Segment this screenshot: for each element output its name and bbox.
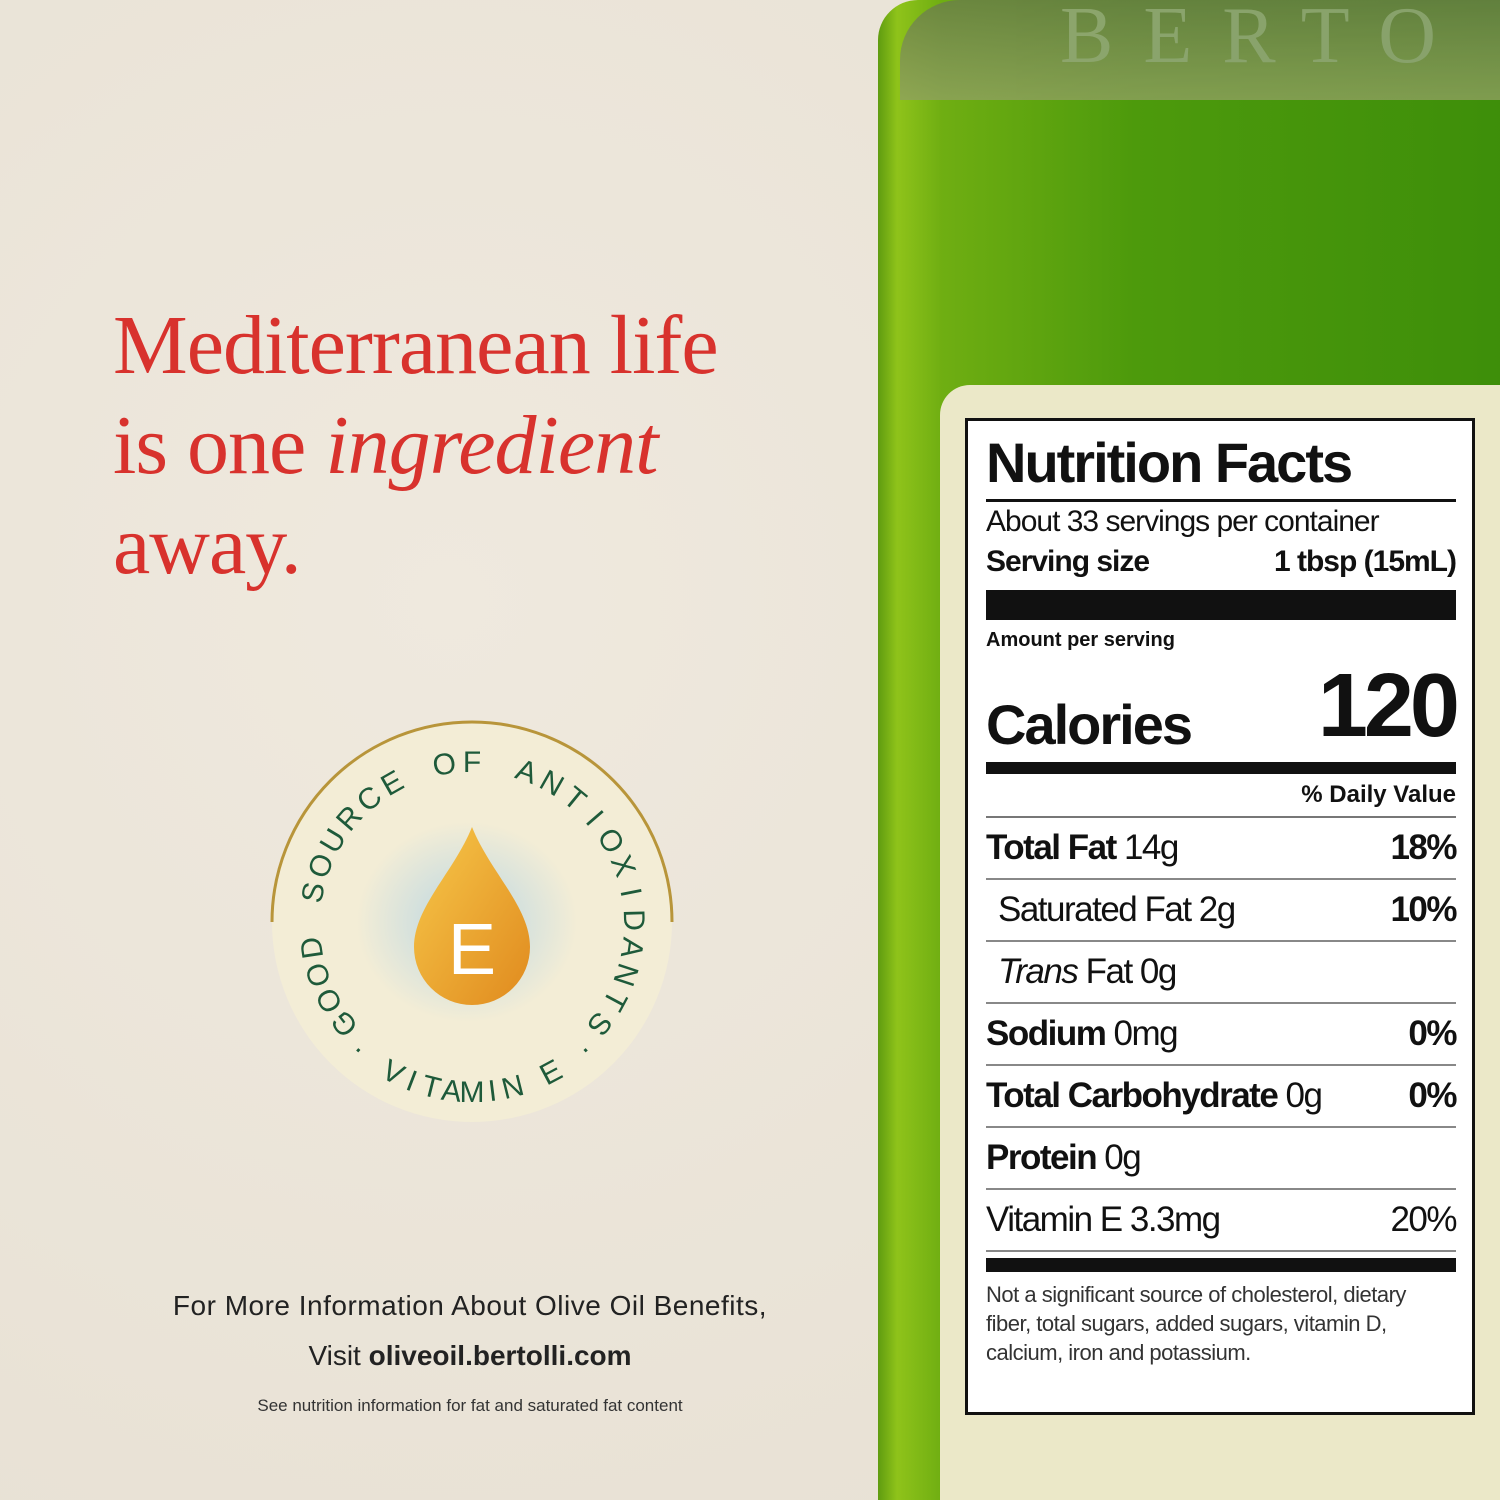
divider (986, 590, 1456, 620)
nutrient-row: Protein 0g (986, 1128, 1456, 1190)
serving-size-label: Serving size (986, 545, 1150, 578)
nutrient-row: Saturated Fat 2g 10% (986, 880, 1457, 942)
badge-letter: O (430, 747, 459, 783)
headline: Mediterranean life is one ingredient awa… (113, 296, 719, 596)
nutrient-amount: Fat 0g (1077, 952, 1178, 991)
nutrient-amount: Vitamin E 3.3mg (986, 1200, 1221, 1239)
divider (986, 499, 1456, 502)
drop-letter: E (448, 910, 496, 990)
nutrient-name: Sodium 0mg (986, 1012, 1179, 1056)
nutrition-title: Nutrition Facts (986, 431, 1353, 494)
disclaimer-line: See nutrition information for fat and sa… (100, 1394, 840, 1418)
nutrient-name: Total Fat 14g (986, 826, 1179, 870)
headline-text: is one (113, 399, 326, 492)
embossed-text: BERTO (1060, 0, 1466, 80)
serving-size: Serving size 1 tbsp (15mL) (986, 542, 1457, 582)
daily-value-percent: 20% (1390, 1200, 1457, 1239)
nutrition-facts-panel: Nutrition Facts About 33 servings per co… (965, 418, 1475, 1415)
nutrient-name: Total Carbohydrate 0g (986, 1074, 1323, 1118)
visit-line: Visit oliveoil.bertolli.com (100, 1338, 840, 1374)
nutrient-label: Sodium (986, 1014, 1107, 1053)
headline-text: away. (113, 499, 302, 592)
nutrient-label: Total Fat (986, 828, 1117, 867)
daily-value-percent: 0% (1408, 1076, 1457, 1115)
nutrient-name: Saturated Fat 2g (998, 888, 1236, 932)
calories-value: 120 (1317, 656, 1460, 756)
badge-letter: D (617, 909, 651, 931)
nutrient-name: Protein 0g (986, 1136, 1142, 1180)
badge-letter: I (486, 1074, 498, 1108)
divider (986, 762, 1456, 774)
daily-value-row: % Daily Value (986, 774, 1456, 818)
daily-value-percent: 0% (1408, 1014, 1457, 1053)
footnote: Not a significant source of cholesterol,… (986, 1282, 1406, 1365)
nutrient-amount: 0g (1096, 1138, 1141, 1177)
daily-value-percent: 18% (1390, 828, 1457, 867)
serving-size-value: 1 tbsp (15mL) (1273, 545, 1457, 578)
headline-line-3: away. (113, 496, 718, 596)
nutrient-row: Total Fat 14g 18% (986, 818, 1457, 880)
info-line: For More Information About Olive Oil Ben… (100, 1288, 840, 1324)
divider (986, 1258, 1456, 1272)
nutrient-amount: Saturated Fat 2g (998, 890, 1236, 929)
nutrient-name: Trans Fat 0g (998, 950, 1178, 994)
website-link[interactable]: oliveoil.bertolli.com (368, 1340, 632, 1371)
calories-row: Calories 120 (986, 654, 1460, 758)
servings-per-container: About 33 servings per container (986, 505, 1380, 538)
oil-drop-icon (414, 827, 530, 1005)
daily-value-percent: 10% (1390, 890, 1457, 929)
headline-line-2: is one ingredient (113, 396, 718, 496)
calories-label: Calories (986, 693, 1193, 756)
nutrient-row: Vitamin E 3.3mg 20% (986, 1190, 1457, 1252)
badge-letter: M (460, 1076, 485, 1109)
disclaimer: See nutrition information for fat and sa… (257, 1396, 683, 1415)
visit-label: Visit (308, 1340, 369, 1371)
badge-letter: A (440, 1074, 464, 1109)
badge-ring (270, 720, 674, 923)
badge-letter: D (294, 935, 330, 961)
nutrient-row: Sodium 0mg 0% (986, 1004, 1457, 1066)
headline-emphasis: ingredient (325, 399, 658, 492)
nutrient-label: Protein (986, 1138, 1098, 1177)
badge-letter: A (614, 935, 650, 960)
nutrient-list: Total Fat 14g 18% Saturated Fat 2g 10% Trans… (986, 818, 1457, 1252)
daily-value-header: % Daily Value (1301, 781, 1456, 808)
headline-line-1: Mediterranean life (113, 296, 719, 396)
nutrient-label: Total Carbohydrate (986, 1076, 1279, 1115)
bottle-shoulder: BERTO (900, 0, 1500, 100)
nutrient-amount: 0mg (1105, 1014, 1179, 1053)
nutrient-amount: 14g (1115, 828, 1179, 867)
amount-per-serving: Amount per serving (986, 629, 1175, 651)
nutrient-label-italic: Trans (998, 952, 1079, 991)
badge-letter: F (463, 746, 481, 779)
nutrient-row: Total Carbohydrate 0g 0% (986, 1066, 1457, 1128)
nutrient-row: Trans Fat 0g (986, 942, 1456, 1004)
nutrient-name: Vitamin E 3.3mg (986, 1198, 1221, 1242)
nutrient-amount: 0g (1277, 1076, 1323, 1115)
headline-text: Mediterranean life (113, 299, 719, 392)
info-text: For More Information About Olive Oil Ben… (172, 1290, 768, 1321)
